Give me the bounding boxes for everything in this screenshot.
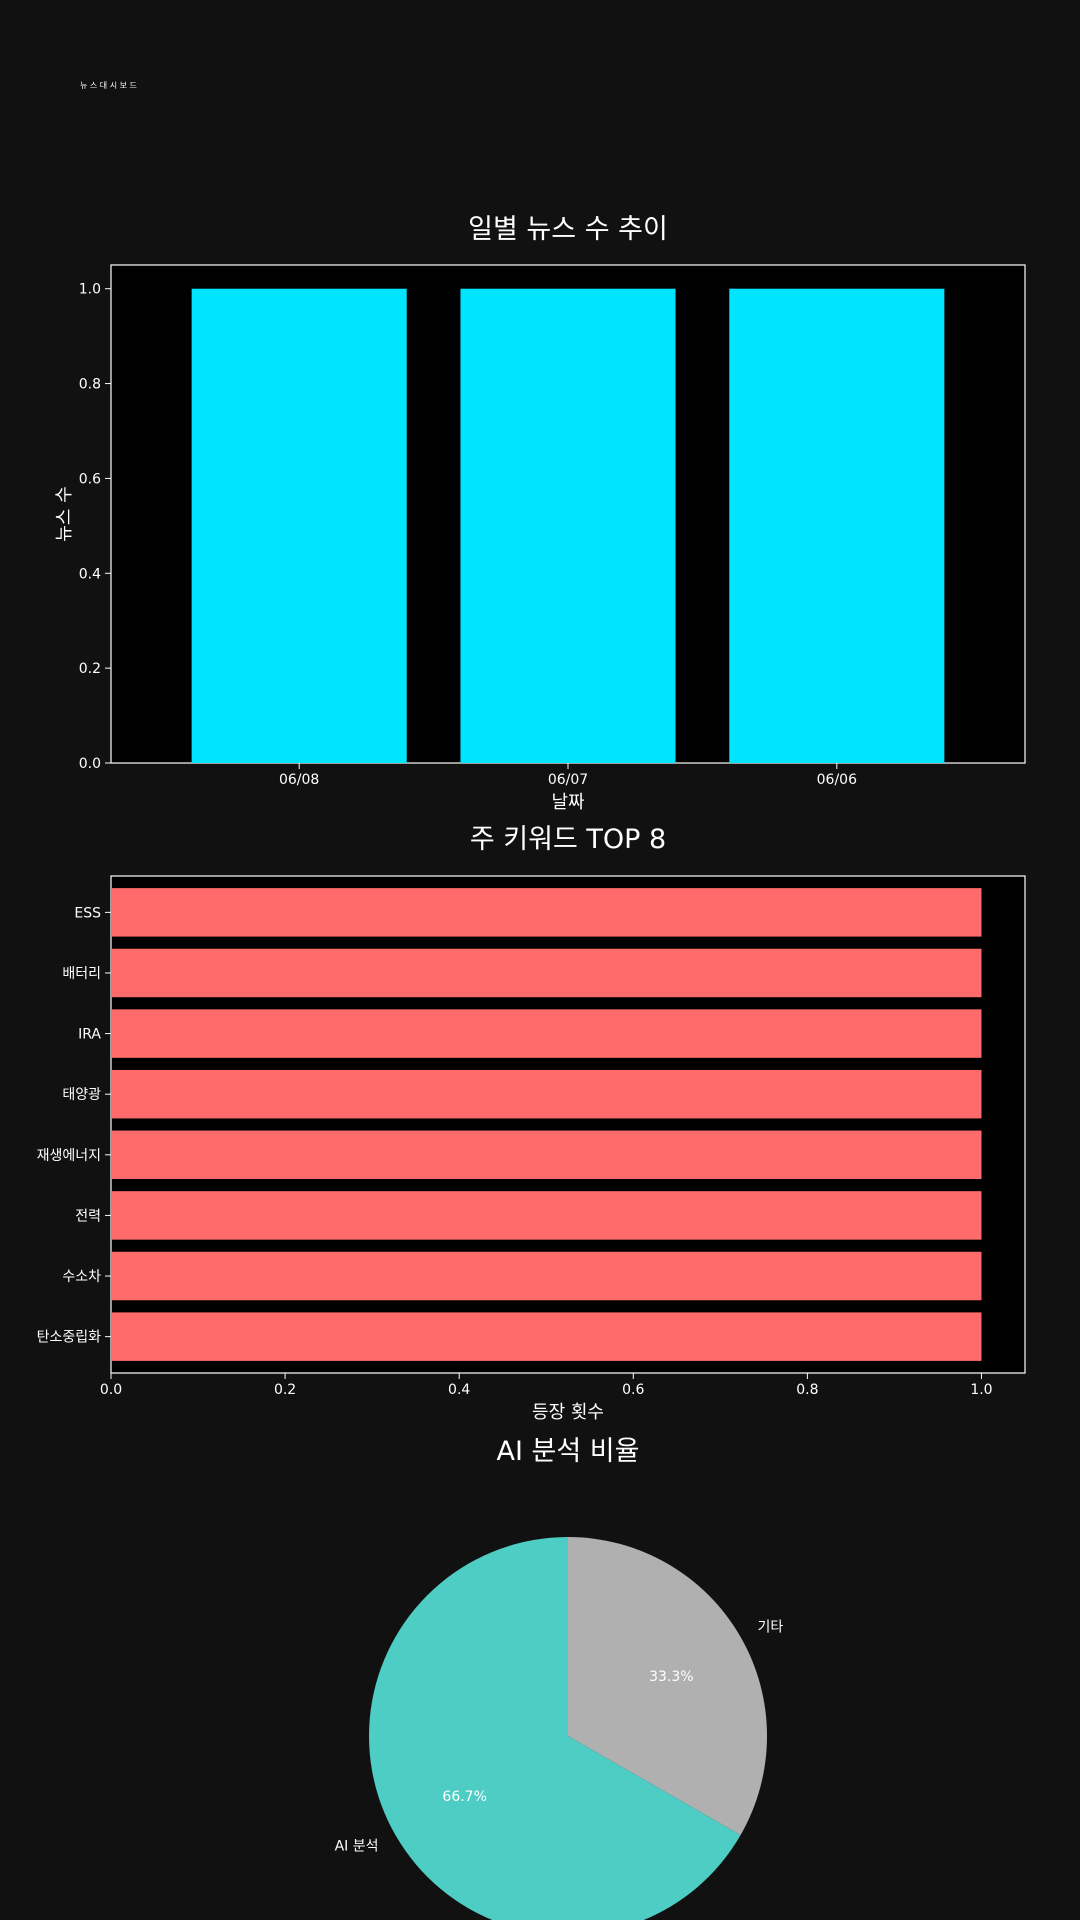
chart2-ytick-label: 배터리 — [62, 966, 101, 982]
chart2-x-ticks: 0.0 0.2 0.4 0.6 0.8 1.0 — [100, 1373, 993, 1398]
chart2-ytick-label: 태양광 — [62, 1087, 101, 1103]
chart2-bars — [111, 888, 982, 1361]
chart2-xtick-label: 0.2 — [274, 1382, 296, 1398]
chart2-xtick-label: 0.6 — [622, 1382, 644, 1398]
page-heading: 뉴 스 대 시 보 드 — [80, 81, 137, 90]
chart2-xtick-label: 0.0 — [100, 1382, 122, 1398]
chart1-ytick-label: 0.0 — [79, 756, 101, 772]
chart3-pie: 기타 33.3% AI 분석 66.7% — [335, 1537, 783, 1920]
chart2-bar — [111, 888, 982, 937]
chart3-slice — [369, 1537, 741, 1920]
chart2-bar — [111, 1069, 982, 1119]
chart1-ytick-label: 0.4 — [79, 566, 101, 582]
chart1-xtick-label: 06/08 — [279, 772, 319, 788]
chart1-x-ticks: 06/08 06/07 06/06 — [279, 763, 857, 788]
chart1-xlabel: 날짜 — [551, 792, 585, 813]
chart1-bars — [191, 288, 945, 763]
chart3-title: AI 분석 비율 — [497, 1436, 640, 1467]
chart2-bar — [111, 1251, 982, 1301]
chart1-bar — [460, 288, 676, 763]
chart2-bar — [111, 1312, 982, 1361]
chart3-pct-label: 33.3% — [649, 1669, 693, 1685]
chart1-ytick-label: 0.2 — [79, 661, 101, 677]
chart1-ytick-label: 0.6 — [79, 471, 101, 487]
chart2-ytick-label: ESS — [74, 905, 101, 921]
chart1-title: 일별 뉴스 수 추이 — [468, 214, 668, 245]
chart1-xtick-label: 06/07 — [548, 772, 588, 788]
chart1-bar — [729, 288, 945, 763]
chart1-ytick-label: 0.8 — [79, 377, 101, 393]
chart2-bar — [111, 948, 982, 998]
chart1-y-ticks: 0.0 0.2 0.4 0.6 0.8 1.0 — [79, 282, 111, 772]
chart2-ytick-label: 수소차 — [62, 1269, 101, 1285]
chart2-xtick-label: 0.8 — [796, 1382, 818, 1398]
chart3-pct-label: 66.7% — [442, 1789, 486, 1805]
chart2-ytick-label: IRA — [78, 1027, 101, 1043]
chart2-title: 주 키워드 TOP 8 — [470, 824, 666, 855]
chart2-bar — [111, 1130, 982, 1180]
chart2-bar — [111, 1009, 982, 1058]
chart2-bar — [111, 1191, 982, 1240]
chart1-xtick-label: 06/06 — [817, 772, 857, 788]
chart2-xtick-label: 1.0 — [970, 1382, 992, 1398]
chart1-ytick-label: 1.0 — [79, 282, 101, 298]
chart2-ytick-label: 전력 — [75, 1208, 101, 1224]
ai-ratio-chart: AI 분석 비율 기타 33.3% AI 분석 66.7% — [335, 1436, 783, 1920]
chart1-bar — [191, 288, 407, 763]
chart2-xlabel: 등장 횟수 — [532, 1402, 604, 1423]
chart1-ylabel: 뉴스 수 — [54, 486, 75, 541]
daily-news-chart: 일별 뉴스 수 추이 0.0 0.2 0.4 0.6 0.8 1.0 06/08 06/07… — [54, 214, 1026, 813]
chart3-slice-label: 기타 — [757, 1619, 783, 1635]
chart3-slice-label: AI 분석 — [335, 1839, 379, 1855]
keyword-top8-chart: 주 키워드 TOP 8 ESS배터리IRA태양광재생에너지전력수소차탄소중립화 … — [37, 824, 1026, 1423]
chart2-ytick-label: 재생에너지 — [37, 1148, 101, 1164]
chart2-ytick-label: 탄소중립화 — [37, 1330, 102, 1346]
chart3-slice — [568, 1537, 767, 1836]
chart2-xtick-label: 0.4 — [448, 1382, 470, 1398]
